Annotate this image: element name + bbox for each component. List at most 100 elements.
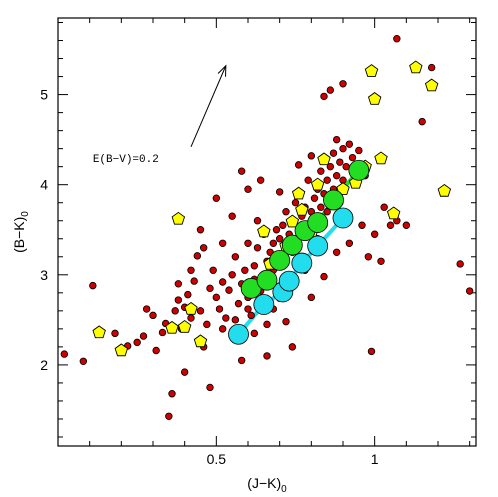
red-point — [244, 239, 252, 247]
arrow — [190, 64, 227, 148]
red-point — [456, 260, 464, 268]
red-point — [203, 320, 211, 329]
red-point — [393, 35, 401, 43]
red-point — [89, 281, 97, 290]
red-point — [326, 86, 335, 94]
red-point — [323, 176, 331, 184]
yellow-pentagon-point — [367, 92, 382, 105]
y-tick-label: 2 — [40, 357, 48, 373]
red-point — [212, 194, 221, 202]
cyan-point — [307, 235, 329, 257]
red-point — [291, 199, 300, 207]
red-point — [250, 262, 259, 270]
red-point — [168, 390, 176, 398]
red-point — [364, 253, 373, 261]
yellow-pentagon-point — [295, 202, 309, 216]
red-point — [237, 167, 246, 175]
red-point — [60, 350, 69, 358]
data-points — [60, 35, 474, 420]
red-point — [171, 307, 179, 315]
red-point — [320, 92, 328, 101]
red-point — [269, 239, 278, 247]
red-point — [142, 305, 151, 313]
red-point — [275, 235, 284, 243]
red-point — [345, 239, 354, 247]
red-point — [304, 176, 312, 184]
red-point — [370, 230, 379, 238]
x-tick-label: 0.5 — [207, 451, 227, 467]
red-point — [418, 117, 426, 126]
green-point — [256, 269, 278, 291]
cyan-point — [253, 294, 275, 315]
red-point — [253, 244, 262, 252]
red-point — [282, 208, 290, 216]
red-point — [165, 412, 173, 420]
red-point — [218, 278, 227, 286]
green-point — [307, 212, 329, 233]
red-point — [307, 152, 316, 160]
cyan-point — [228, 323, 249, 345]
red-point — [199, 244, 208, 252]
red-point — [332, 135, 341, 144]
tick-labels: 0.5 1 2 3 4 5 — [40, 87, 379, 467]
red-point — [149, 311, 157, 320]
red-point — [294, 161, 303, 169]
yellow-pentagon-point — [114, 343, 129, 357]
yellow-pentagon-point — [364, 64, 379, 77]
red-point — [342, 162, 350, 171]
yellow-pentagon-point — [336, 182, 350, 195]
red-point — [237, 356, 246, 365]
red-point — [187, 314, 195, 322]
red-point — [244, 185, 252, 193]
red-point — [339, 144, 347, 153]
yellow-pentagon-point — [386, 206, 401, 220]
red-point — [158, 328, 167, 337]
red-point — [218, 239, 227, 247]
red-point — [212, 293, 221, 302]
red-point — [380, 203, 388, 211]
yellow-pentagon-point — [437, 183, 452, 197]
red-point — [320, 272, 328, 281]
red-point — [218, 325, 227, 333]
red-point — [222, 314, 230, 322]
red-point — [367, 347, 376, 356]
red-point — [386, 221, 395, 229]
red-point — [358, 221, 366, 229]
red-point — [310, 194, 319, 202]
yellow-pentagon-point — [285, 214, 300, 228]
y-tick-label: 4 — [40, 177, 48, 193]
y-tick-label: 3 — [40, 267, 48, 283]
cyan-point — [291, 252, 313, 274]
red-point — [187, 266, 195, 274]
red-point — [193, 252, 202, 260]
red-point — [326, 162, 335, 171]
red-point — [133, 338, 141, 347]
green-point — [269, 249, 291, 271]
red-point — [282, 317, 290, 326]
y-tick-label: 5 — [40, 87, 48, 103]
y-axis-label-main: (B−K) — [11, 217, 27, 253]
x-axis-label-main: (J−K) — [247, 475, 281, 491]
plot-frame — [57, 17, 477, 447]
red-point — [332, 171, 341, 180]
yellow-pentagon-point — [424, 78, 439, 92]
yellow-pentagon-point — [291, 186, 306, 200]
yellow-pentagon-point — [171, 211, 186, 225]
red-point — [272, 226, 281, 234]
red-point — [139, 332, 148, 340]
red-point — [231, 253, 240, 261]
cyan-point — [332, 207, 354, 229]
yellow-pentagon-point — [177, 320, 192, 333]
yellow-pentagon-point — [317, 152, 331, 166]
red-point — [196, 226, 205, 234]
red-point — [355, 146, 363, 155]
red-point — [332, 248, 341, 256]
red-point — [174, 296, 183, 304]
annotation-text: E(B−V)=0.2 — [93, 154, 159, 166]
red-point — [206, 383, 214, 392]
red-point — [196, 307, 205, 315]
red-point — [339, 80, 347, 88]
yellow-pentagon-point — [165, 320, 179, 334]
red-point — [79, 357, 88, 366]
